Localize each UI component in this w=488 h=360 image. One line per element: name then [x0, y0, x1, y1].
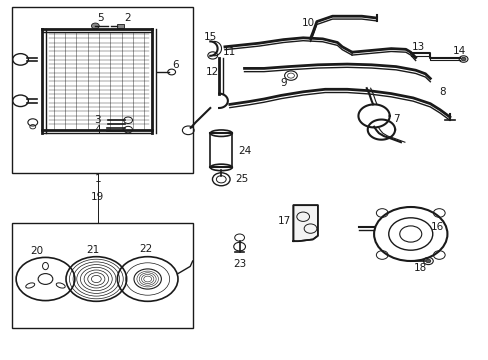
Text: 1: 1 — [94, 174, 101, 184]
Text: 13: 13 — [410, 42, 424, 52]
Circle shape — [91, 23, 99, 29]
Text: 4: 4 — [94, 125, 101, 135]
Text: 17: 17 — [277, 216, 291, 226]
Text: 11: 11 — [223, 47, 236, 57]
Text: 14: 14 — [452, 46, 466, 56]
Polygon shape — [293, 205, 317, 241]
Text: 10: 10 — [301, 18, 314, 28]
Bar — [117, 24, 124, 28]
Bar — [12, 7, 193, 173]
Text: 16: 16 — [430, 222, 444, 232]
Text: 7: 7 — [392, 114, 399, 124]
Text: 2: 2 — [123, 13, 130, 23]
Circle shape — [460, 57, 465, 61]
Text: 21: 21 — [86, 245, 100, 255]
Text: 6: 6 — [172, 60, 179, 70]
Text: 9: 9 — [280, 78, 286, 88]
Text: 3: 3 — [94, 115, 101, 125]
Text: 18: 18 — [413, 263, 427, 273]
Text: 19: 19 — [91, 192, 104, 202]
Bar — [12, 223, 193, 328]
Text: 5: 5 — [97, 13, 103, 23]
Text: 25: 25 — [235, 174, 248, 184]
Text: 8: 8 — [438, 87, 445, 97]
Text: 22: 22 — [139, 244, 152, 254]
Circle shape — [425, 259, 430, 263]
Text: 20: 20 — [30, 246, 43, 256]
Text: 12: 12 — [205, 67, 219, 77]
Text: 24: 24 — [237, 146, 251, 156]
Text: 23: 23 — [232, 258, 246, 269]
Text: 15: 15 — [203, 32, 217, 42]
